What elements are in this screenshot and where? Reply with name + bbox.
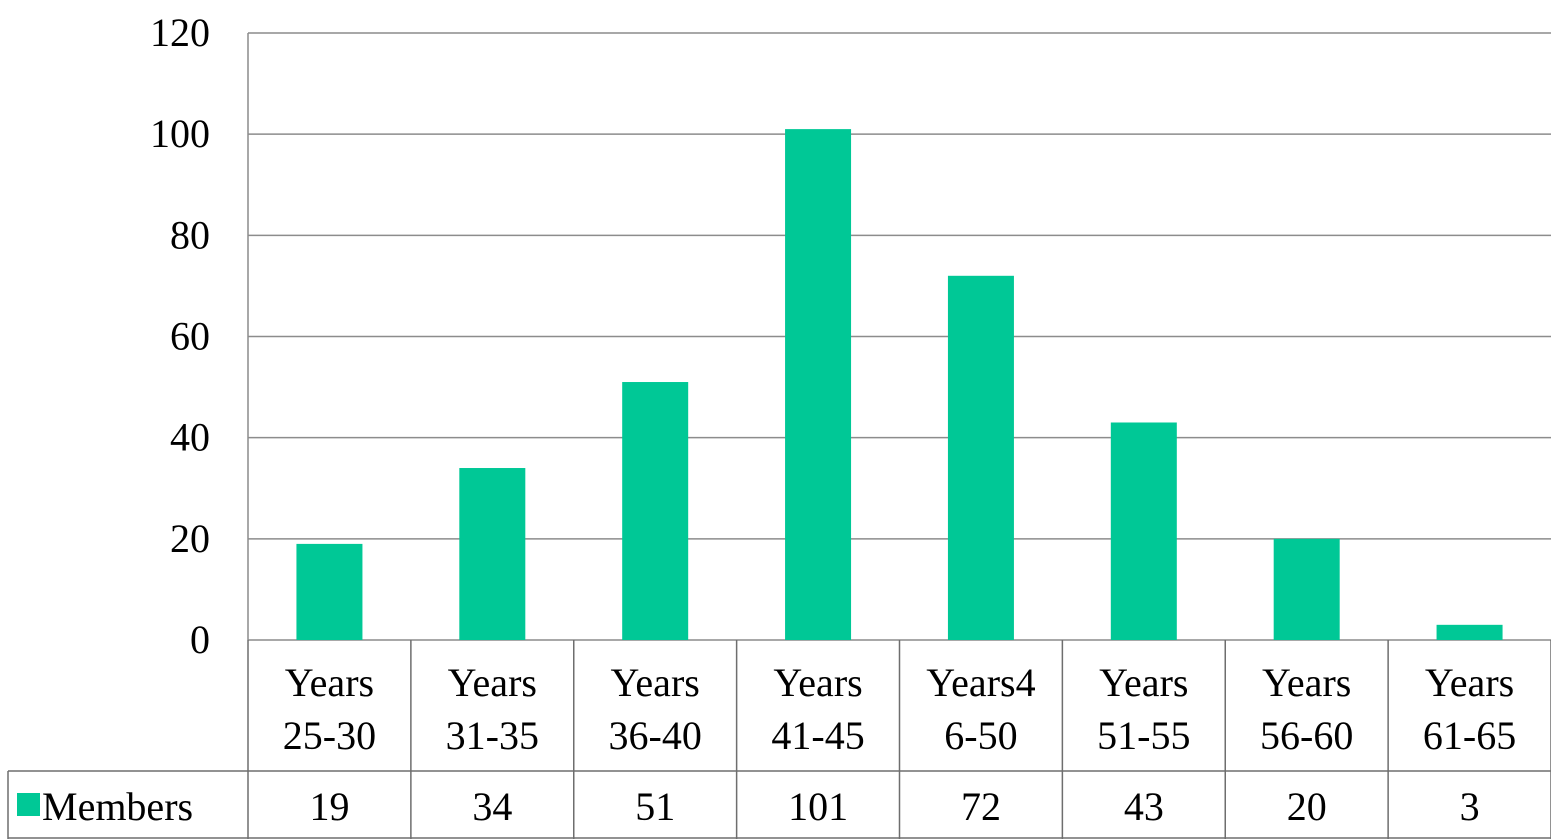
- y-tick-label: 120: [150, 10, 210, 55]
- data-table: [7, 640, 1551, 839]
- y-tick-label: 80: [170, 212, 210, 257]
- y-axis-ticks: 0 20 40 60 80 100 120: [150, 10, 210, 662]
- x-category-label: Years 25-30: [283, 660, 376, 758]
- data-table-value: 34: [472, 784, 512, 829]
- data-table-value: 20: [1287, 784, 1327, 829]
- data-table-value: 101: [788, 784, 848, 829]
- y-tick-label: 40: [170, 415, 210, 460]
- bar: [459, 468, 526, 640]
- x-axis-labels: Years 25-30 Years 31-35 Years 36-40 Years 41-45…: [283, 660, 1516, 758]
- legend: Members: [17, 784, 193, 829]
- y-tick-label: 0: [190, 617, 210, 662]
- bar: [947, 275, 1014, 640]
- x-category-label: Years 36-40: [609, 660, 702, 758]
- data-table-value: 51: [635, 784, 675, 829]
- x-category-label: Years 56-60: [1260, 660, 1353, 758]
- data-table-value: 43: [1124, 784, 1164, 829]
- y-tick-label: 20: [170, 516, 210, 561]
- bar: [1110, 422, 1177, 640]
- bar: [1436, 624, 1503, 640]
- x-category-label: Years 61-65: [1423, 660, 1516, 758]
- x-category-label: Years 41-45: [771, 660, 864, 758]
- x-category-label: Years4 6-50: [926, 660, 1035, 758]
- y-tick-label: 100: [150, 111, 210, 156]
- bar: [785, 129, 852, 640]
- bar: [1273, 538, 1340, 640]
- legend-key: [17, 793, 40, 816]
- data-table-value: 72: [961, 784, 1001, 829]
- data-table-value: 19: [309, 784, 349, 829]
- bars: [296, 129, 1503, 640]
- y-tick-label: 60: [170, 314, 210, 359]
- x-category-label: Years 51-55: [1097, 660, 1190, 758]
- x-category-label: Years 31-35: [446, 660, 539, 758]
- legend-series-name: Members: [42, 784, 193, 829]
- data-table-values: 19 34 51 101 72 43 20 3: [309, 784, 1479, 829]
- data-table-value: 3: [1460, 784, 1480, 829]
- gridlines: [247, 32, 1551, 641]
- bar: [622, 382, 689, 640]
- bar: [296, 543, 363, 640]
